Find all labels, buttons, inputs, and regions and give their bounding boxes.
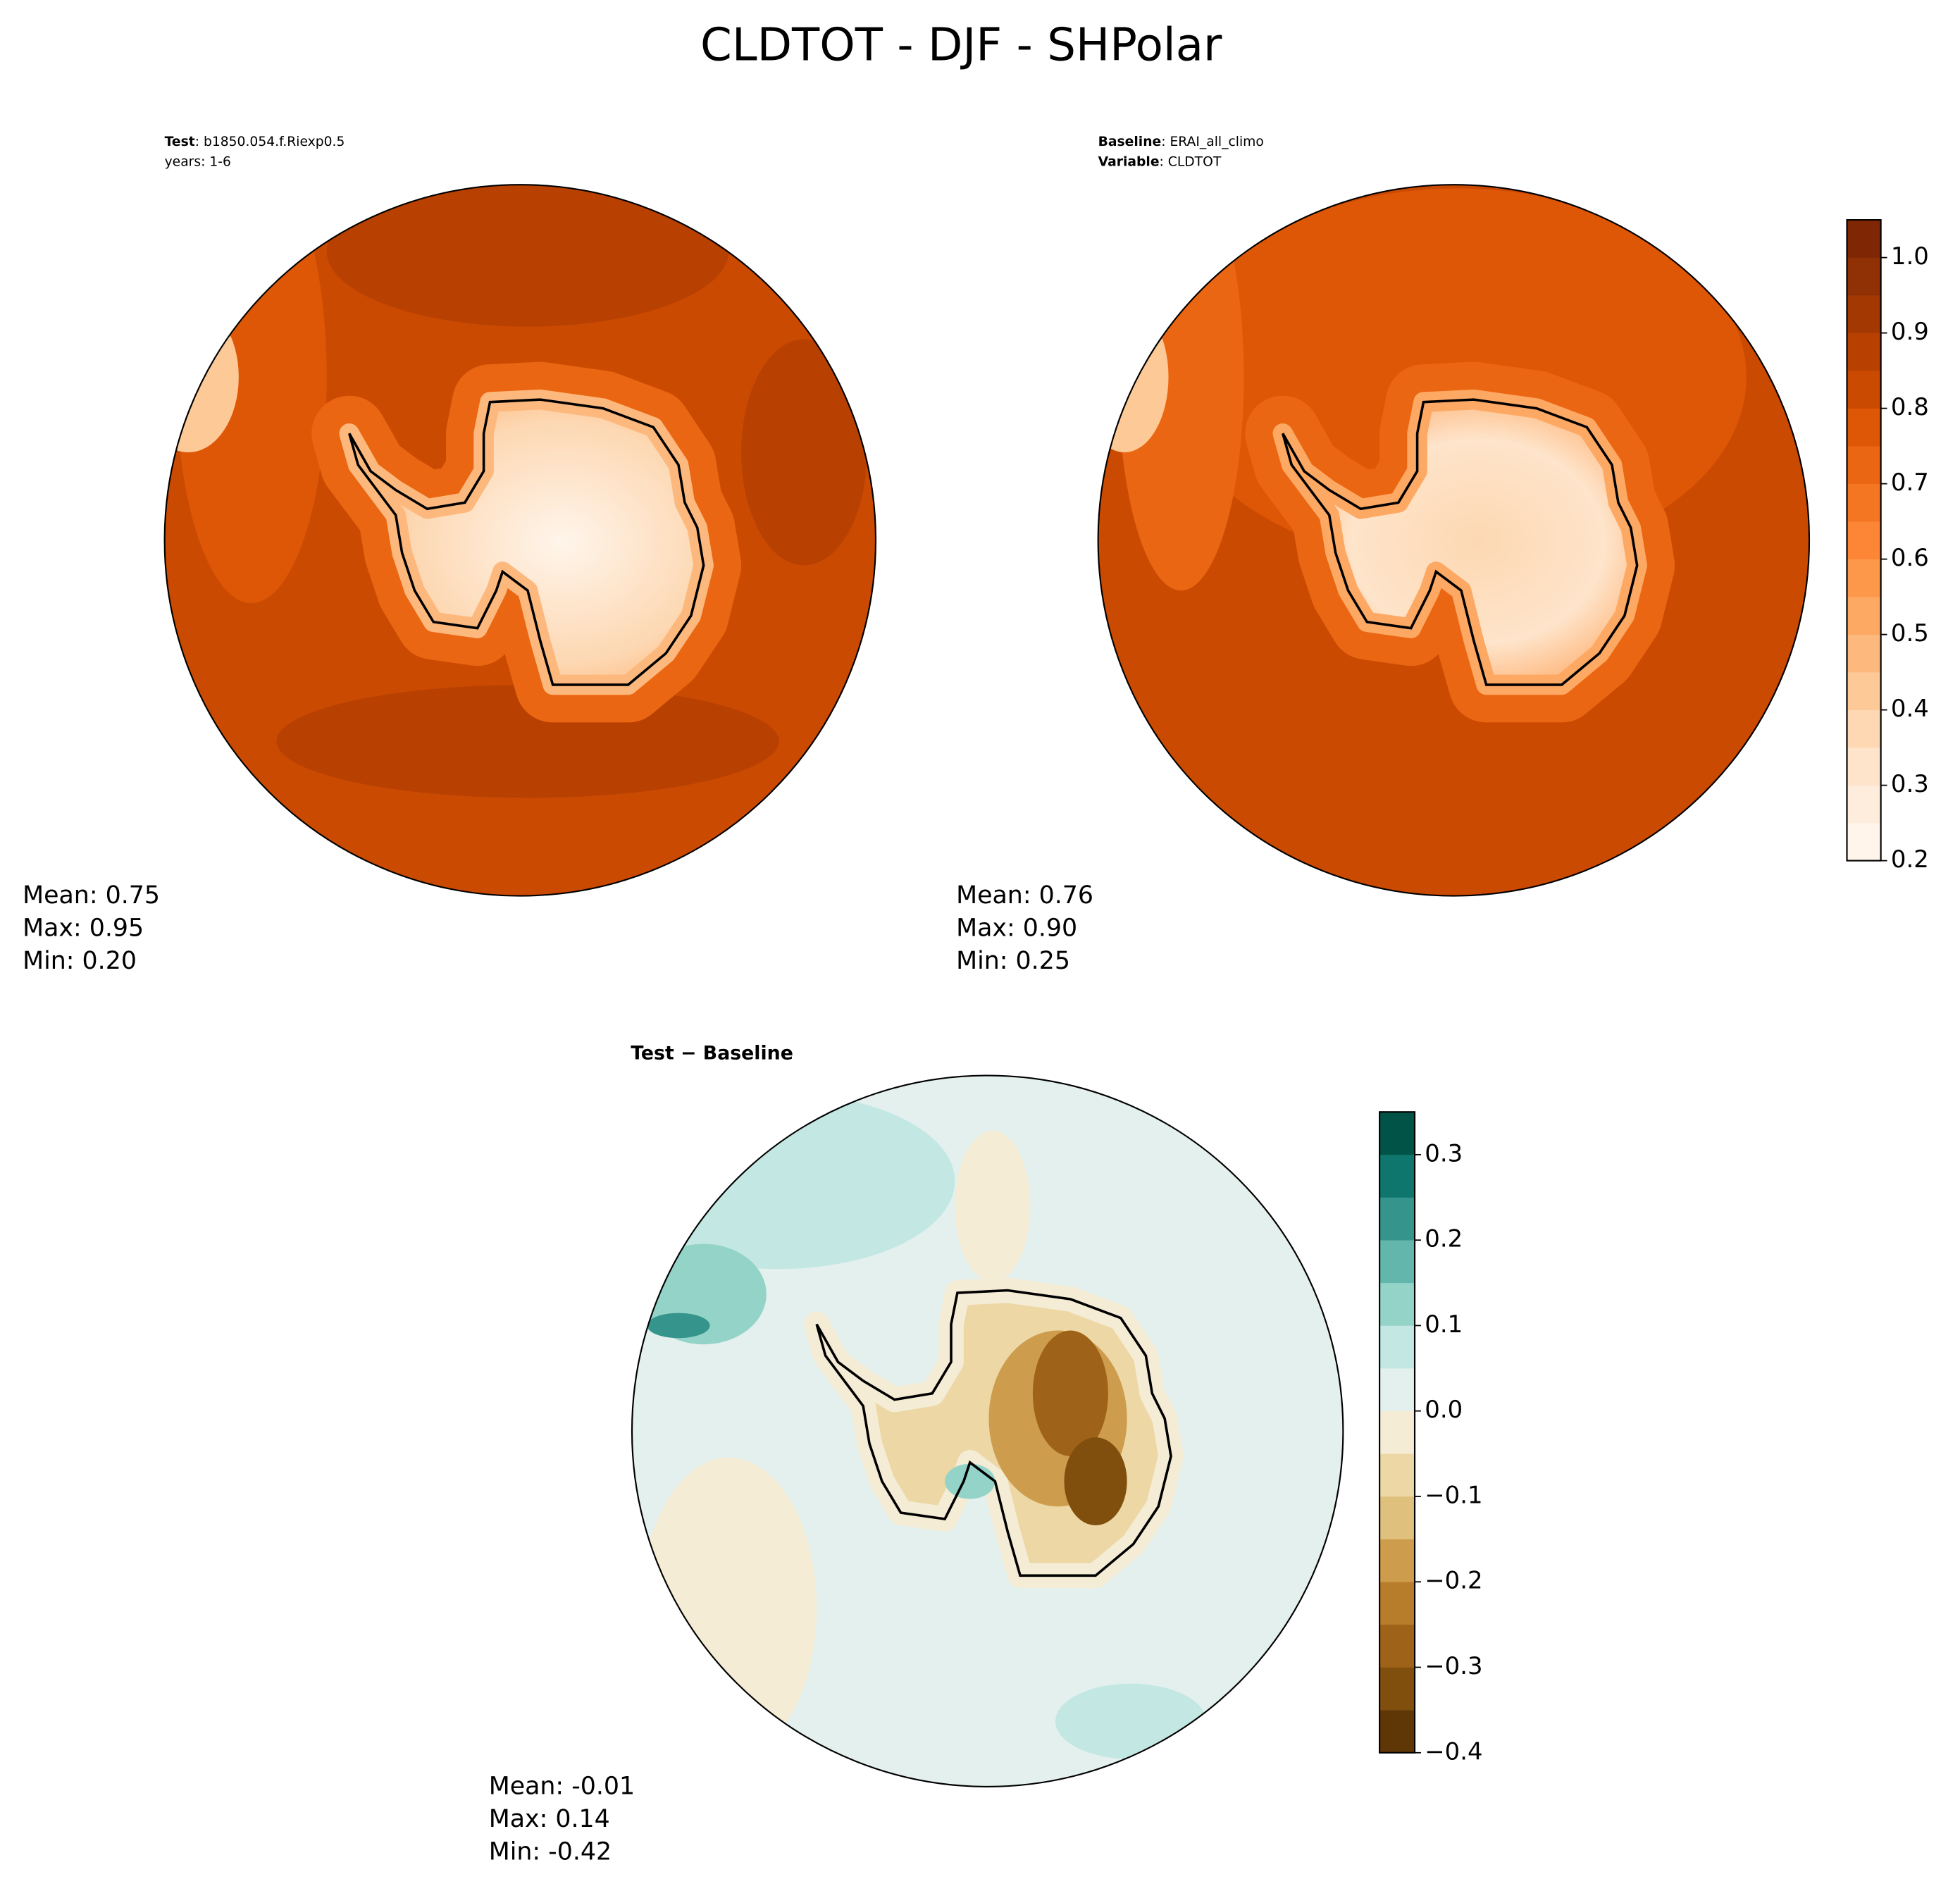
colorbar-tick-label: −0.3 (1425, 1652, 1482, 1680)
colorbar-tick-label: 0.9 (1891, 318, 1929, 345)
colorbar-band (1847, 445, 1881, 484)
colorbar-band (1379, 1325, 1415, 1369)
colorbar-band (1379, 1453, 1415, 1497)
colorbar-band (1847, 370, 1881, 409)
panel-header: Test: b1850.054.f.Riexp0.5 (165, 135, 345, 149)
colorbar-tick-label: 0.6 (1891, 544, 1929, 571)
colorbar-band (1847, 671, 1881, 710)
colorbar-band (1847, 634, 1881, 673)
panel-header: Variable: CLDTOT (1098, 154, 1222, 169)
stat: Max: 0.14 (489, 1805, 610, 1833)
colorbar-tick-label: 1.0 (1891, 242, 1929, 270)
colorbar-band (1379, 1368, 1415, 1411)
colorbar-band (1379, 1624, 1415, 1668)
colorbar-band (1847, 709, 1881, 748)
colorbar-band (1847, 294, 1881, 333)
colorbar-band (1847, 219, 1881, 258)
colorbar-band (1379, 1197, 1415, 1241)
stat: Mean: 0.75 (23, 881, 160, 910)
colorbar-band (1847, 333, 1881, 371)
colorbar-tick-label: 0.2 (1891, 845, 1929, 873)
colorbar-band (1379, 1154, 1415, 1198)
panel-header: Test − Baseline (631, 1042, 793, 1064)
colorbar-band (1379, 1709, 1415, 1754)
colorbar-band (1379, 1539, 1415, 1582)
colorbar-band (1847, 559, 1881, 597)
map-border (631, 1074, 1344, 1787)
colorbar-frame (1379, 1111, 1416, 1754)
colorbar-band (1847, 822, 1881, 861)
colorbar-tick-label: −0.4 (1425, 1737, 1482, 1765)
stat: Mean: 0.76 (956, 881, 1093, 910)
panel-header: years: 1-6 (165, 154, 231, 169)
colorbar-band (1847, 483, 1881, 522)
map-baseline (1098, 185, 1809, 896)
stat: Max: 0.95 (23, 914, 144, 943)
stat: Min: 0.25 (956, 947, 1070, 975)
stat: Mean: -0.01 (489, 1773, 635, 1801)
colorbar-tick-label: 0.1 (1425, 1310, 1463, 1338)
colorbar-band (1379, 1111, 1415, 1155)
colorbar-band (1379, 1667, 1415, 1711)
map-border (1097, 184, 1811, 897)
map-difference (632, 1075, 1344, 1787)
colorbar-band (1847, 521, 1881, 559)
colorbar-band (1847, 408, 1881, 447)
colorbar-tick-label: 0.8 (1891, 393, 1929, 421)
stat: Max: 0.90 (956, 914, 1077, 943)
colorbar-tick-label: 0.3 (1891, 770, 1929, 798)
colorbar-tick-label: 0.5 (1891, 619, 1929, 647)
colorbar-tick-label: 0.3 (1425, 1139, 1463, 1167)
header-value: : CLDTOT (1160, 154, 1222, 169)
colorbar-band (1847, 785, 1881, 824)
map-border (163, 184, 877, 897)
colorbar-band (1847, 747, 1881, 786)
colorbar-tick-label: 0.4 (1891, 695, 1929, 722)
stat: Min: -0.42 (489, 1837, 612, 1866)
colorbar-frame (1846, 219, 1882, 862)
map-test (164, 185, 876, 896)
colorbar-band (1847, 257, 1881, 296)
panel-header: Baseline: ERAI_all_climo (1098, 135, 1264, 149)
stat: Min: 0.20 (23, 947, 137, 975)
colorbar-tick-label: −0.1 (1425, 1481, 1482, 1508)
colorbar-tick-label: 0.7 (1891, 469, 1929, 496)
colorbar-band (1379, 1410, 1415, 1454)
colorbar-tick-label: −0.2 (1425, 1567, 1482, 1594)
header-key: Test (165, 135, 195, 149)
colorbar-band (1847, 596, 1881, 635)
colorbar-band (1379, 1581, 1415, 1625)
header-key: Baseline (1098, 135, 1162, 149)
header-key: Variable (1098, 154, 1160, 169)
colorbar-band (1379, 1496, 1415, 1539)
header-value: : ERAI_all_climo (1161, 135, 1264, 149)
colorbar-tick-label: 0.2 (1425, 1225, 1463, 1253)
colorbar-band (1379, 1282, 1415, 1326)
colorbar-band (1379, 1239, 1415, 1284)
figure-title: CLDTOT - DJF - SHPolar (700, 19, 1222, 72)
colorbar-tick-label: 0.0 (1425, 1396, 1463, 1423)
header-value: : b1850.054.f.Riexp0.5 (195, 135, 345, 149)
